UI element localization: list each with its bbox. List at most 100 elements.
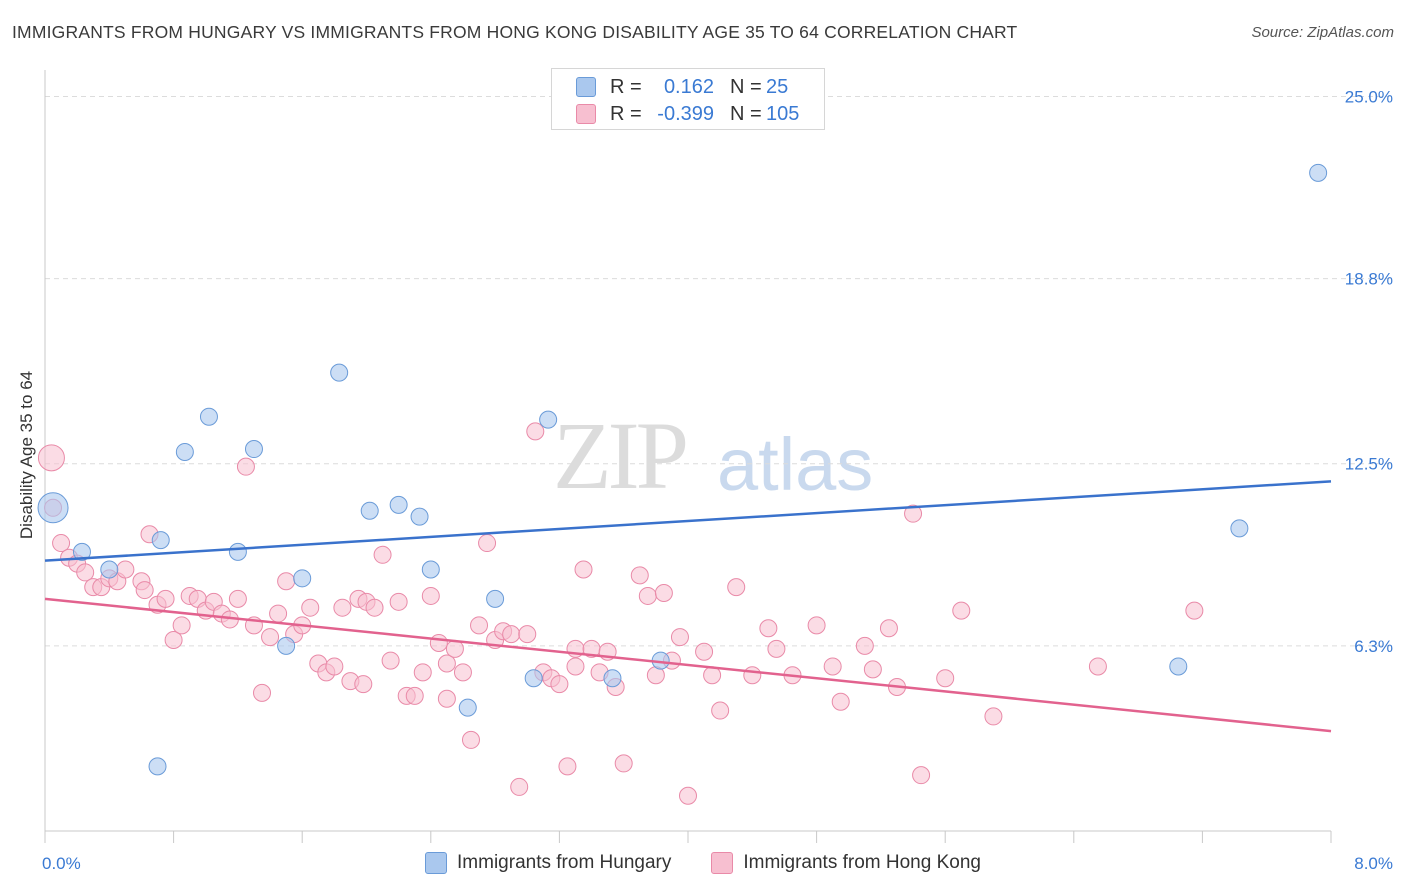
- legend-item-hongkong[interactable]: Immigrants from Hong Kong: [711, 852, 981, 874]
- point-hongkong: [952, 601, 971, 620]
- correlation-legend: R = 0.162 N = 25 R = -0.399 N = 105: [551, 68, 825, 130]
- point-hongkong: [470, 616, 489, 635]
- point-hongkong: [863, 660, 882, 679]
- point-hungary: [293, 569, 312, 588]
- point-hungary: [1169, 657, 1188, 676]
- point-hongkong: [711, 701, 730, 720]
- point-hongkong: [172, 616, 191, 635]
- point-hongkong: [743, 666, 762, 685]
- point-hongkong: [325, 657, 344, 676]
- point-hongkong: [1088, 657, 1107, 676]
- point-hongkong: [413, 663, 432, 682]
- point-hongkong: [502, 625, 521, 644]
- point-hungary: [199, 407, 218, 426]
- x-ticks: [44, 831, 1332, 843]
- legend-swatch-hongkong: [576, 104, 596, 124]
- point-hungary: [1309, 163, 1328, 182]
- legend-r-label: R =: [610, 102, 642, 125]
- point-hongkong: [277, 572, 296, 591]
- point-hongkong: [381, 651, 400, 670]
- legend-swatch-hungary: [425, 852, 448, 874]
- point-hongkong: [389, 592, 408, 611]
- point-hungary: [244, 440, 263, 459]
- point-hongkong: [301, 598, 320, 617]
- legend-n-label: N =: [730, 75, 762, 98]
- point-hungary: [330, 363, 349, 382]
- point-hongkong: [1185, 601, 1204, 620]
- legend-label-hungary: Immigrants from Hungary: [457, 852, 672, 873]
- point-hongkong: [354, 675, 373, 694]
- point-hongkong: [76, 563, 95, 582]
- point-hungary: [389, 495, 408, 514]
- point-hongkong: [518, 625, 537, 644]
- legend-item-hungary[interactable]: Immigrants from Hungary: [425, 852, 671, 874]
- point-hongkong: [365, 598, 384, 617]
- legend-n-value: 105: [766, 102, 800, 125]
- y-tick-labels: 6.3% 12.5% 18.8% 25.0%: [1345, 87, 1393, 655]
- legend-row-hungary: R = 0.162 N = 25: [576, 75, 806, 99]
- point-hongkong: [679, 786, 697, 805]
- legend-label-hongkong: Immigrants from Hong Kong: [743, 852, 981, 873]
- point-hongkong: [37, 444, 65, 472]
- point-hongkong: [670, 628, 689, 647]
- point-hongkong: [478, 534, 497, 553]
- y-tick-label: 6.3%: [1354, 637, 1393, 656]
- point-hongkong: [879, 619, 898, 638]
- point-hongkong: [614, 754, 633, 773]
- y-tick-label: 18.8%: [1345, 270, 1393, 289]
- point-hungary: [539, 410, 558, 429]
- point-hongkong: [550, 675, 569, 694]
- gridlines: [45, 95, 1391, 647]
- point-hongkong: [437, 654, 456, 673]
- point-hungary: [603, 669, 622, 688]
- legend-swatch-hongkong: [711, 852, 734, 874]
- series-hongkong-points: [37, 422, 1204, 805]
- point-hongkong: [333, 598, 352, 617]
- point-hungary: [458, 698, 477, 717]
- point-hongkong: [638, 586, 657, 605]
- y-tick-label: 12.5%: [1345, 455, 1393, 474]
- point-hongkong: [984, 707, 1003, 726]
- point-hungary: [410, 507, 429, 526]
- legend-n-value: 25: [766, 75, 789, 98]
- trend-lines: [44, 480, 1332, 733]
- point-hongkong: [695, 642, 714, 661]
- series-hungary-points: [37, 163, 1328, 776]
- series-legend: Immigrants from Hungary Immigrants from …: [0, 852, 1406, 874]
- point-hongkong: [453, 663, 472, 682]
- point-hungary: [228, 542, 247, 561]
- point-hongkong: [558, 757, 577, 776]
- point-hungary: [148, 757, 167, 776]
- point-hongkong: [767, 639, 786, 658]
- point-hungary: [360, 501, 379, 520]
- point-hungary: [486, 589, 505, 608]
- point-hongkong: [904, 504, 923, 523]
- point-hungary: [277, 636, 296, 655]
- x-tick-label: 0.0%: [42, 854, 81, 873]
- legend-r-value: 0.162: [663, 75, 714, 98]
- point-hongkong: [253, 683, 272, 702]
- trend-line-hongkong: [44, 597, 1332, 733]
- point-hungary: [1230, 519, 1249, 538]
- point-hongkong: [437, 689, 456, 708]
- point-hongkong: [116, 560, 135, 579]
- point-hongkong: [654, 584, 673, 603]
- point-hongkong: [759, 619, 778, 638]
- point-hungary: [151, 531, 170, 550]
- point-hongkong: [228, 589, 247, 608]
- point-hongkong: [373, 545, 392, 564]
- point-hongkong: [461, 730, 480, 749]
- point-hungary: [175, 442, 194, 461]
- y-axis-label: Disability Age 35 to 64: [17, 371, 36, 539]
- point-hongkong: [269, 604, 288, 623]
- point-hungary: [72, 542, 91, 561]
- watermark-zip: ZIP: [553, 402, 689, 509]
- point-hongkong: [405, 686, 424, 705]
- trend-line-hungary: [44, 480, 1332, 562]
- y-tick-label: 25.0%: [1345, 87, 1393, 106]
- point-hongkong: [807, 616, 826, 635]
- x-tick-label: 8.0%: [1354, 854, 1393, 873]
- point-hongkong: [164, 631, 183, 650]
- point-hongkong: [52, 534, 71, 553]
- point-hongkong: [261, 628, 280, 647]
